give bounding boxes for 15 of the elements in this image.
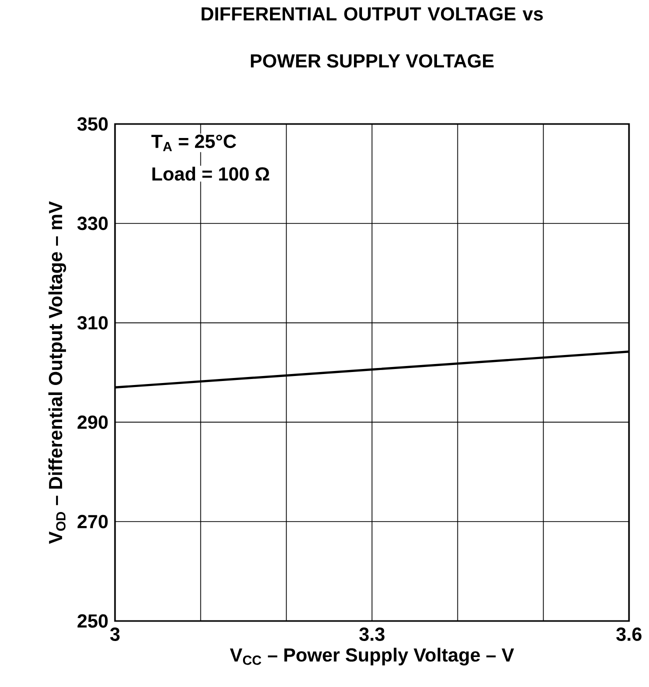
y-tick-label: 270 bbox=[78, 514, 108, 528]
y-tick-label: 250 bbox=[78, 614, 108, 628]
y-tick-label: 310 bbox=[77, 316, 108, 330]
x-tick-label: 3 bbox=[110, 628, 120, 641]
y-tick-label: 330 bbox=[77, 216, 108, 230]
x-tick-label: 3.6 bbox=[616, 628, 642, 641]
chart-subtitle: POWER SUPPLY VOLTAGE bbox=[250, 54, 494, 68]
x-tick-label: 3.3 bbox=[359, 628, 384, 641]
chart-title: DIFFERENTIAL OUTPUT VOLTAGE vs bbox=[202, 7, 543, 21]
y-axis-title: V$_{OD}$ – Differential Output Voltage – mV bbox=[48, 201, 66, 544]
y-tick-label: 350 bbox=[77, 117, 108, 131]
x-axis-title: V$_{CC}$ – Power Supply Voltage – V bbox=[230, 648, 514, 666]
annotation: Load = 100 Ω bbox=[152, 166, 270, 181]
annotation: T$_{A}$ = 25°C bbox=[151, 134, 236, 152]
y-tick-label: 290 bbox=[78, 415, 108, 429]
